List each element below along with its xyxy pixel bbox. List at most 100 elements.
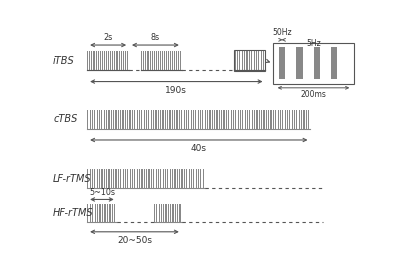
Bar	[172, 204, 174, 222]
Bar	[240, 110, 241, 128]
Bar	[156, 169, 157, 188]
Bar	[266, 110, 267, 128]
Bar	[96, 110, 98, 128]
Bar	[122, 110, 124, 128]
Bar	[296, 110, 298, 128]
Bar	[234, 50, 266, 71]
Bar	[101, 169, 102, 188]
Bar	[292, 110, 293, 128]
Bar	[226, 110, 227, 128]
Bar	[314, 47, 320, 79]
Bar	[116, 169, 117, 188]
Bar	[130, 169, 131, 188]
Bar	[162, 169, 164, 188]
Bar	[166, 204, 167, 222]
Bar	[104, 169, 105, 188]
Bar	[176, 51, 177, 70]
Bar	[108, 51, 109, 70]
Bar	[235, 110, 236, 128]
Bar	[175, 204, 176, 222]
Bar	[92, 110, 93, 128]
Bar	[249, 110, 250, 128]
Bar	[106, 51, 107, 70]
Bar	[214, 110, 215, 128]
Bar	[172, 51, 173, 70]
Bar	[263, 51, 264, 70]
Bar	[114, 204, 116, 222]
Text: 190s: 190s	[165, 86, 187, 95]
Bar	[186, 110, 187, 128]
Bar	[122, 169, 124, 188]
Bar	[261, 51, 262, 70]
Bar	[89, 51, 90, 70]
Bar	[127, 169, 128, 188]
Bar	[200, 110, 201, 128]
Bar	[148, 169, 150, 188]
Bar	[139, 110, 140, 128]
Bar	[125, 110, 126, 128]
Bar	[111, 110, 112, 128]
Bar	[164, 51, 165, 70]
Bar	[130, 110, 131, 128]
Bar	[167, 110, 168, 128]
Bar	[193, 110, 194, 128]
Bar	[270, 110, 272, 128]
Bar	[182, 169, 183, 188]
Bar	[233, 110, 234, 128]
Bar	[127, 110, 128, 128]
Bar	[102, 204, 103, 222]
Bar	[256, 51, 257, 70]
Bar	[279, 47, 285, 79]
Bar	[278, 110, 279, 128]
Bar	[92, 169, 93, 188]
Text: 5~10s: 5~10s	[89, 188, 115, 197]
Bar	[134, 169, 136, 188]
Text: 40s: 40s	[191, 144, 207, 153]
Bar	[112, 204, 113, 222]
Bar	[181, 110, 182, 128]
Bar	[202, 110, 204, 128]
Bar	[254, 110, 255, 128]
Text: HF-rTMS: HF-rTMS	[53, 208, 94, 218]
Bar	[198, 169, 199, 188]
Bar	[162, 110, 164, 128]
Bar	[94, 204, 96, 222]
Text: 50Hz: 50Hz	[272, 28, 292, 37]
Text: 20~50s: 20~50s	[117, 235, 152, 244]
Bar	[136, 110, 138, 128]
Bar	[118, 110, 119, 128]
Bar	[196, 169, 197, 188]
Bar	[127, 51, 128, 70]
Bar	[301, 110, 302, 128]
Bar	[101, 110, 102, 128]
Bar	[174, 169, 176, 188]
Bar	[115, 110, 116, 128]
Bar	[134, 110, 135, 128]
Bar	[268, 110, 269, 128]
Bar	[90, 110, 91, 128]
Bar	[94, 110, 96, 128]
Bar	[180, 51, 181, 70]
Bar	[207, 110, 208, 128]
Bar	[109, 204, 110, 222]
Bar	[156, 204, 157, 222]
Bar	[170, 51, 171, 70]
Bar	[98, 51, 99, 70]
Bar	[294, 110, 295, 128]
Bar	[259, 110, 260, 128]
Bar	[132, 110, 133, 128]
Bar	[87, 51, 88, 70]
Bar	[174, 51, 175, 70]
Bar	[179, 110, 180, 128]
Bar	[282, 110, 283, 128]
Bar	[287, 110, 288, 128]
Bar	[176, 110, 178, 128]
Bar	[177, 204, 178, 222]
Bar	[91, 51, 92, 70]
Bar	[212, 110, 213, 128]
Bar	[146, 110, 147, 128]
Bar	[166, 51, 167, 70]
Bar	[191, 169, 192, 188]
Bar	[148, 110, 150, 128]
Bar	[87, 110, 88, 128]
